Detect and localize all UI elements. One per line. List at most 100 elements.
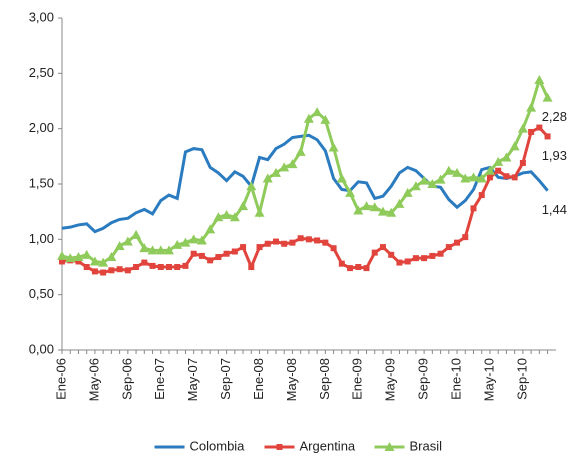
marker xyxy=(314,237,321,244)
marker xyxy=(59,258,65,265)
marker xyxy=(468,172,479,182)
marker xyxy=(100,269,107,276)
marker xyxy=(361,201,372,211)
marker xyxy=(281,240,288,247)
marker xyxy=(501,152,512,162)
marker xyxy=(264,240,271,247)
marker xyxy=(139,243,150,253)
marker xyxy=(445,244,452,251)
x-tick-label: Sep-08 xyxy=(317,358,332,400)
y-tick-label: 2,00 xyxy=(29,120,54,135)
x-tick-label: Ene-07 xyxy=(152,358,167,400)
marker xyxy=(396,259,403,266)
marker xyxy=(443,165,454,175)
marker xyxy=(544,133,551,140)
marker xyxy=(404,258,411,265)
marker xyxy=(363,265,370,272)
marker xyxy=(131,229,142,239)
marker xyxy=(262,173,273,183)
marker xyxy=(108,267,115,274)
marker xyxy=(528,128,535,135)
marker xyxy=(402,187,413,197)
marker xyxy=(388,251,395,258)
marker xyxy=(147,245,158,255)
series-line xyxy=(61,133,549,234)
marker xyxy=(305,236,312,243)
marker xyxy=(174,264,181,270)
marker xyxy=(371,249,378,256)
marker xyxy=(73,252,84,262)
marker xyxy=(369,202,380,212)
x-tick-label: May-08 xyxy=(284,358,299,401)
marker xyxy=(81,249,92,259)
marker xyxy=(421,255,428,262)
marker xyxy=(412,255,419,262)
marker xyxy=(221,209,232,219)
data-label: 1,93 xyxy=(542,148,567,163)
x-tick-label: Sep-10 xyxy=(514,358,529,400)
marker xyxy=(454,239,461,246)
marker xyxy=(141,259,148,266)
marker xyxy=(437,250,444,257)
marker xyxy=(57,250,67,260)
marker xyxy=(207,257,214,264)
x-tick-label: Ene-10 xyxy=(448,358,463,400)
marker xyxy=(427,179,438,188)
marker xyxy=(165,264,172,270)
x-tick-label: May-07 xyxy=(185,358,200,401)
marker xyxy=(65,253,76,263)
x-tick-label: May-06 xyxy=(86,358,101,401)
marker xyxy=(493,156,504,166)
marker xyxy=(182,262,189,269)
marker xyxy=(91,268,98,275)
marker xyxy=(133,264,140,270)
marker xyxy=(279,162,290,172)
y-tick-label: 3,00 xyxy=(29,9,54,24)
marker xyxy=(215,254,222,261)
marker xyxy=(377,206,388,216)
marker xyxy=(124,267,131,274)
marker xyxy=(289,239,296,246)
marker xyxy=(254,207,265,217)
marker xyxy=(435,174,446,184)
series-line xyxy=(61,125,549,275)
data-label: 1,44 xyxy=(542,202,567,217)
y-tick-label: 0,00 xyxy=(29,341,54,356)
marker xyxy=(83,264,90,270)
marker xyxy=(394,198,405,208)
marker xyxy=(536,124,543,131)
marker xyxy=(312,107,323,117)
marker xyxy=(122,236,133,246)
marker xyxy=(157,264,164,270)
marker xyxy=(196,235,207,245)
marker xyxy=(149,262,156,269)
marker xyxy=(503,173,510,180)
marker xyxy=(205,224,216,234)
marker xyxy=(231,248,238,255)
marker xyxy=(517,123,528,133)
marker xyxy=(272,238,279,245)
marker xyxy=(106,252,117,262)
marker xyxy=(297,235,304,242)
marker xyxy=(495,167,502,174)
marker xyxy=(478,192,485,199)
x-tick-label: Sep-06 xyxy=(119,358,134,400)
marker xyxy=(534,74,545,84)
marker xyxy=(246,181,257,191)
x-tick-label: Ene-08 xyxy=(251,358,266,400)
marker xyxy=(172,239,183,249)
marker xyxy=(330,245,337,252)
marker xyxy=(353,205,364,215)
marker xyxy=(320,114,331,124)
x-tick-label: Sep-07 xyxy=(218,358,233,400)
legend-label: Colombia xyxy=(190,438,246,453)
marker xyxy=(322,239,329,246)
marker xyxy=(75,258,82,265)
marker xyxy=(460,173,471,183)
legend-label: Argentina xyxy=(300,438,356,453)
marker xyxy=(287,159,298,169)
marker xyxy=(452,167,463,177)
legend-marker xyxy=(384,442,395,451)
x-tick-label: Sep-09 xyxy=(416,358,431,400)
